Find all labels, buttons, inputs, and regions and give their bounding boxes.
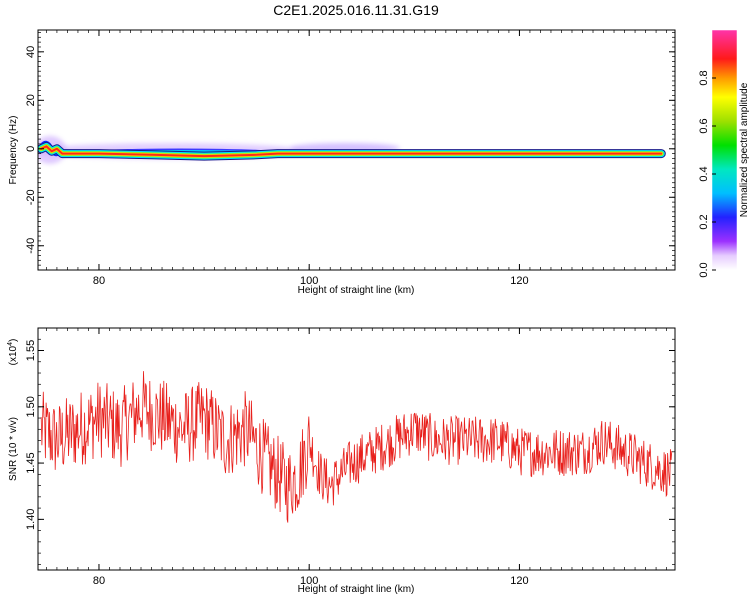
colorbar-tick-label: 0.6 [698, 118, 710, 133]
colorbar-tick-label: 0.8 [698, 70, 710, 85]
colorbar-gradient [712, 30, 737, 270]
y-tick-label: -40 [25, 238, 37, 254]
chart-title: C2E1.2025.016.11.31.G19 [273, 2, 439, 18]
colorbar-tick-label: 0.2 [698, 214, 710, 229]
x-tick-label: 100 [300, 275, 318, 287]
y-tick-label: 1.50 [25, 396, 37, 417]
snr-y-label: SNR (10 * v/v) [8, 417, 19, 481]
colorbar-ticks: 0.0 0.2 0.4 0.6 0.8 [698, 70, 716, 278]
y-tick-label: 40 [25, 46, 37, 58]
snr-x-label: Height of straight line (km) [298, 584, 415, 595]
colorbar-label: Normalized spectral amplitude [739, 82, 750, 217]
spectrogram-panel: 80 100 120 -40 -20 0 20 40 Frequency (Hz) Heigh… [8, 29, 676, 296]
colorbar-tick-label: 0.0 [698, 262, 710, 277]
x-tick-label: 80 [93, 275, 105, 287]
ridge-line [38, 141, 666, 161]
snr-y-scale: (x104) [7, 339, 19, 366]
snr-ticks: 80 100 120 1.40 1.45 1.50 1.55 [25, 328, 675, 587]
x-tick-label: 100 [300, 575, 318, 587]
spectrogram-x-label: Height of straight line (km) [298, 285, 415, 296]
x-tick-label: 120 [510, 275, 528, 287]
spectrogram-y-label: Frequency (Hz) [8, 116, 19, 185]
y-tick-label: 20 [25, 94, 37, 106]
colorbar: 0.0 0.2 0.4 0.6 0.8 Normalized spectral ampl… [698, 29, 750, 278]
colorbar-tick-label: 0.4 [698, 166, 710, 181]
x-tick-label: 80 [93, 575, 105, 587]
snr-series-line [40, 371, 673, 523]
y-tick-label: 1.55 [25, 340, 37, 361]
snr-frame [37, 327, 676, 571]
spectrogram-frame [37, 29, 676, 271]
x-tick-label: 120 [510, 575, 528, 587]
y-tick-label: -20 [25, 189, 37, 205]
spectrogram-ticks: 80 100 120 -40 -20 0 20 40 [25, 30, 675, 287]
y-tick-label: 1.40 [25, 509, 37, 530]
y-tick-label: 0 [25, 146, 37, 152]
y-tick-label: 1.45 [25, 452, 37, 473]
